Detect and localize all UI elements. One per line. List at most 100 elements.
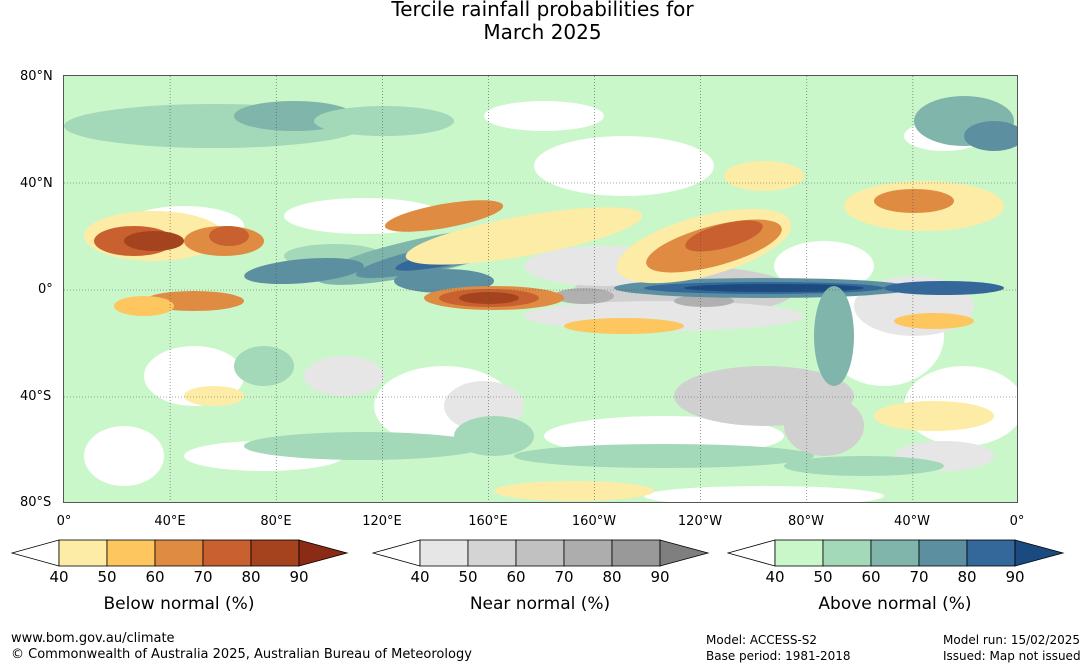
probability-region [405, 207, 643, 265]
lat-label-40s: 40°S [20, 389, 52, 404]
probability-region [894, 313, 974, 329]
probability-region [459, 292, 519, 304]
colorbar-segment [419, 539, 469, 567]
colorbar-upper-arrow [298, 539, 349, 567]
colorbar-tick-label: 70 [554, 568, 574, 586]
colorbar-tick-label: 70 [909, 568, 929, 586]
colorbar-tick-label: 70 [193, 568, 213, 586]
probability-region [874, 189, 954, 213]
colorbar-segment [515, 539, 565, 567]
colorbar-tick-label: 40 [49, 568, 69, 586]
colorbar-segment [106, 539, 156, 567]
probability-region [674, 295, 734, 307]
probability-region [784, 396, 864, 456]
probability-region [114, 296, 174, 316]
probability-region [384, 200, 504, 232]
probability-region [244, 257, 364, 285]
probability-region [454, 416, 534, 456]
probability-region [964, 121, 1017, 151]
colorbar-segment [966, 539, 1016, 567]
probability-region [494, 481, 654, 501]
colorbar-lower-arrow [372, 539, 421, 567]
colorbar-tick-label: 50 [813, 568, 833, 586]
colorbar-upper-arrow [1014, 539, 1065, 567]
colorbar-lower-arrow [727, 539, 776, 567]
colorbar-lower-arrow [11, 539, 60, 567]
probability-region [314, 106, 454, 136]
probability-region [534, 136, 714, 196]
lat-label-40n: 40°N [20, 176, 53, 191]
colorbar-tick-label: 50 [97, 568, 117, 586]
colorbar-segment [918, 539, 968, 567]
legend-title-near: Near normal (%) [469, 594, 611, 614]
lon-label-0-east: 0° [1009, 514, 1025, 529]
colorbar-segment [563, 539, 613, 567]
lat-label-80s: 80°S [20, 495, 52, 510]
colorbar-segment [58, 539, 108, 567]
lon-label-160w: 160°W [571, 514, 617, 529]
colorbar-tick-label: 90 [650, 568, 670, 586]
colorbar-tick-label: 80 [957, 568, 977, 586]
colorbar-tick-label: 50 [458, 568, 478, 586]
colorbar-tick-label: 80 [602, 568, 622, 586]
colorbar-tick-label: 40 [765, 568, 785, 586]
colorbar-tick-label: 90 [1005, 568, 1025, 586]
probability-region [644, 486, 884, 502]
colorbar-tick-label: 80 [241, 568, 261, 586]
lon-label-120w: 120°W [677, 514, 723, 529]
probability-region [484, 101, 604, 131]
colorbar-tick-label: 60 [145, 568, 165, 586]
colorbar-segment [154, 539, 204, 567]
probability-region [184, 386, 244, 406]
lon-label-80e: 80°E [260, 514, 292, 529]
footer-issued: Issued: Map not issued [943, 649, 1081, 663]
probability-region [814, 286, 854, 386]
footer-url: www.bom.gov.au/climate [11, 631, 175, 646]
footer-model: Model: ACCESS-S2 [706, 633, 818, 647]
lon-label-120e: 120°E [362, 514, 402, 529]
legend-near-normal [372, 538, 710, 568]
colorbar-tick-label: 60 [861, 568, 881, 586]
colorbar-above-normal [727, 539, 1065, 567]
legend-above-normal [727, 538, 1065, 568]
colorbar-tick-label: 60 [506, 568, 526, 586]
colorbar-below-normal [11, 539, 349, 567]
lat-label-0: 0° [38, 282, 53, 297]
colorbar-segment [467, 539, 517, 567]
lon-label-0: 0° [56, 514, 72, 529]
footer-copyright: © Commonwealth of Australia 2025, Austra… [11, 647, 472, 662]
map-canvas [64, 76, 1017, 502]
colorbar-upper-arrow [659, 539, 710, 567]
probability-region [554, 288, 614, 304]
probability-region [514, 444, 814, 468]
lon-label-160e: 160°E [468, 514, 508, 529]
probability-region [209, 226, 249, 246]
probability-region [234, 346, 294, 386]
probability-region [724, 161, 804, 191]
colorbar-segment [250, 539, 300, 567]
colorbar-segment [202, 539, 252, 567]
rainfall-probability-map [63, 75, 1018, 503]
probability-region [684, 284, 864, 292]
probability-region [884, 281, 1004, 295]
probability-region [685, 220, 763, 252]
colorbar-tick-label: 90 [289, 568, 309, 586]
title-line-2: March 2025 [483, 20, 602, 44]
colorbar-segment [822, 539, 872, 567]
legend-title-above: Above normal (%) [818, 594, 972, 614]
title-line-1: Tercile rainfall probabilities for [391, 0, 694, 21]
probability-region [784, 456, 944, 476]
probability-region [874, 401, 994, 431]
legend-title-below: Below normal (%) [103, 594, 255, 614]
probability-region [84, 426, 164, 486]
probability-region [124, 231, 184, 251]
probability-region [564, 318, 684, 334]
lat-label-80n: 80°N [20, 69, 53, 84]
probability-region [304, 356, 384, 396]
lon-label-40w: 40°W [894, 514, 930, 529]
footer-base-period: Base period: 1981-2018 [706, 649, 851, 663]
lon-label-40e: 40°E [154, 514, 186, 529]
colorbar-near-normal [372, 539, 710, 567]
legend-below-normal [11, 538, 349, 568]
colorbar-segment [774, 539, 824, 567]
